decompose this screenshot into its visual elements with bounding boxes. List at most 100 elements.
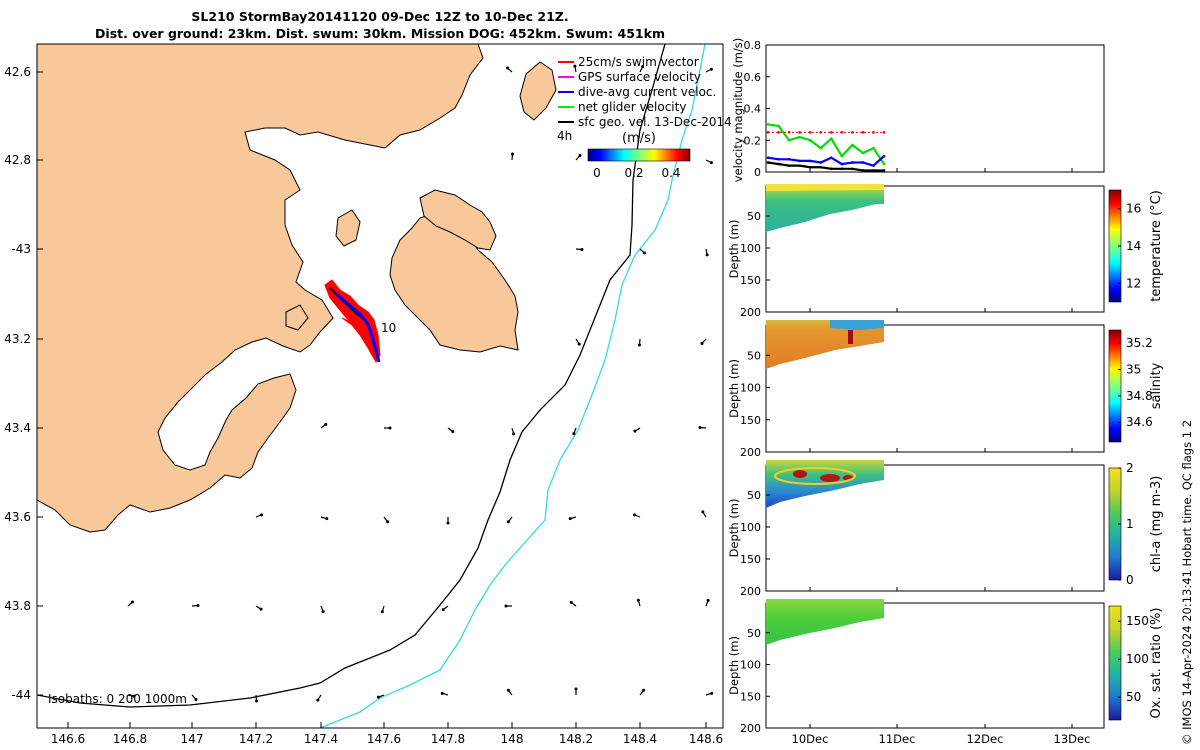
time-tick-label: 13Dec xyxy=(1054,732,1091,746)
vel-data-point xyxy=(819,146,823,150)
colorbar-tick-label: 0.2 xyxy=(624,166,643,180)
geo-velocity-arrowhead xyxy=(321,610,325,614)
lon-tick-label: 147.8 xyxy=(431,732,465,746)
geo-velocity-arrowhead xyxy=(632,513,636,517)
vel-data-point xyxy=(829,156,833,160)
lat-tick-label: 43.6 xyxy=(4,510,31,524)
geo-velocity-arrowhead xyxy=(440,691,444,695)
vel-ytick-label: 0.8 xyxy=(744,39,762,52)
speed-colorbar xyxy=(587,148,691,162)
chla-rim xyxy=(774,467,856,485)
island-north xyxy=(419,189,497,251)
depth-tick-label: 150 xyxy=(740,690,761,703)
depth-tick-label: 50 xyxy=(747,627,761,640)
geo-velocity-arrowhead xyxy=(568,517,572,521)
vel-series-line xyxy=(767,161,884,172)
vel-data-point xyxy=(819,165,823,169)
isobath-200m xyxy=(37,44,666,708)
colorbar-tick-label: 35 xyxy=(1126,363,1141,377)
isobath-1000m xyxy=(319,44,706,728)
vel-ytick-label: 0.2 xyxy=(744,134,762,147)
temperature-surface-warm xyxy=(766,184,884,191)
geo-velocity-arrowhead xyxy=(706,598,710,602)
land-mass xyxy=(37,44,484,533)
colorbar-tick-label: 14 xyxy=(1126,239,1141,253)
colorbar-title: (m/s) xyxy=(622,131,656,146)
depth-tick-label: 50 xyxy=(747,210,761,223)
profile-chla-panel xyxy=(765,460,1105,592)
temperature-section xyxy=(766,184,884,232)
lat-tick-label: -43 xyxy=(11,242,31,256)
geo-velocity-arrowhead xyxy=(512,432,516,436)
vel-data-point xyxy=(798,135,801,139)
profile-oxygen-panel xyxy=(765,599,1105,729)
vel-data-point xyxy=(808,165,812,169)
geo-velocity-arrowhead xyxy=(633,429,637,433)
vel-data-point xyxy=(851,167,854,171)
depth-ylabel: Depth (m) xyxy=(727,636,741,695)
vel-data-point xyxy=(851,143,854,147)
legend-label: 25cm/s swim vector xyxy=(578,55,699,69)
colorbar-tick-label: 34.8 xyxy=(1126,389,1153,403)
geo-velocity-arrowhead xyxy=(572,432,576,436)
geo-velocity-arrowhead xyxy=(446,521,450,525)
vel-ytick-label: 0.6 xyxy=(744,71,762,84)
geo-velocity-arrowhead xyxy=(130,600,134,604)
depth-tick-label: 100 xyxy=(740,242,761,255)
geo-velocity-arrowhead xyxy=(701,510,705,514)
time-tick-label: 10Dec xyxy=(792,732,829,746)
geo-velocity-arrowhead xyxy=(642,251,646,255)
lon-tick-label: 147.6 xyxy=(367,732,401,746)
geo-velocity-arrowhead xyxy=(316,698,320,702)
colorbar-label: Ox. sat. ratio (%) xyxy=(1149,608,1164,719)
geo-velocity-arrowhead xyxy=(386,520,390,524)
depth-ylabel: Depth (m) xyxy=(727,220,741,279)
geo-velocity-arrowhead xyxy=(132,694,136,698)
vel-data-point xyxy=(777,131,780,134)
vel-data-point xyxy=(840,162,844,166)
vel-data-point xyxy=(808,138,812,142)
track-label: 10 xyxy=(381,321,396,335)
salinity-surface-fresh xyxy=(830,320,884,330)
geo-velocity-arrowhead xyxy=(194,697,198,701)
vel-data-point xyxy=(829,167,833,171)
lon-tick-label: 147 xyxy=(181,732,204,746)
geo-velocity-arrowhead xyxy=(641,65,645,69)
geo-velocity-arrowhead xyxy=(506,520,510,524)
colorbar-tick-label: 150 xyxy=(1126,614,1149,628)
legend-extra-4h: 4h xyxy=(557,129,572,143)
vel-data-point xyxy=(787,131,791,134)
vel-ytick-label: 0 xyxy=(754,166,761,179)
title-line-1: SL210 StormBay20141120 09-Dec 12Z to 10-… xyxy=(191,9,569,24)
lon-tick-label: 148 xyxy=(501,732,524,746)
dive-avg-current-track xyxy=(335,292,381,363)
depth-ylabel: Depth (m) xyxy=(727,499,741,558)
map-lon-axis: 146.6 146.8 147 147.2 147.4 147.6 147.8 148 148.… xyxy=(51,722,723,746)
profile-salinity-panel xyxy=(765,320,1105,453)
lon-tick-label: 146.8 xyxy=(113,732,147,746)
lat-tick-label: 42.6 xyxy=(4,65,31,79)
geo-velocity-arrowhead xyxy=(710,691,714,695)
salinity-high-patch xyxy=(848,330,853,344)
vel-data-point xyxy=(861,131,865,134)
vel-series-line xyxy=(767,123,885,165)
colorbar-tick-label: 2 xyxy=(1126,461,1134,475)
colorbar-tick-label: 35.2 xyxy=(1126,336,1153,350)
lon-tick-label: 148.2 xyxy=(559,732,593,746)
vel-data-point xyxy=(829,131,833,134)
vel-data-point xyxy=(798,164,801,167)
vel-data-point xyxy=(882,154,886,158)
islet-small xyxy=(335,209,361,247)
vel-data-point xyxy=(829,137,833,140)
vel-data-point xyxy=(861,151,865,155)
legend-label: GPS surface velocity xyxy=(578,70,701,84)
geo-velocity-arrowhead xyxy=(709,67,713,71)
figure-title: SL210 StormBay20141120 09-Dec 12Z to 10-… xyxy=(0,8,760,42)
vel-ytick-label: 0.4 xyxy=(744,103,762,116)
lat-tick-label: 43.2 xyxy=(4,332,31,346)
colorbar-tick-label: 0 xyxy=(1126,573,1134,587)
vel-data-point xyxy=(777,124,780,128)
lon-tick-label: 148.4 xyxy=(623,732,657,746)
colorbar-tick-label: 0 xyxy=(593,166,601,180)
